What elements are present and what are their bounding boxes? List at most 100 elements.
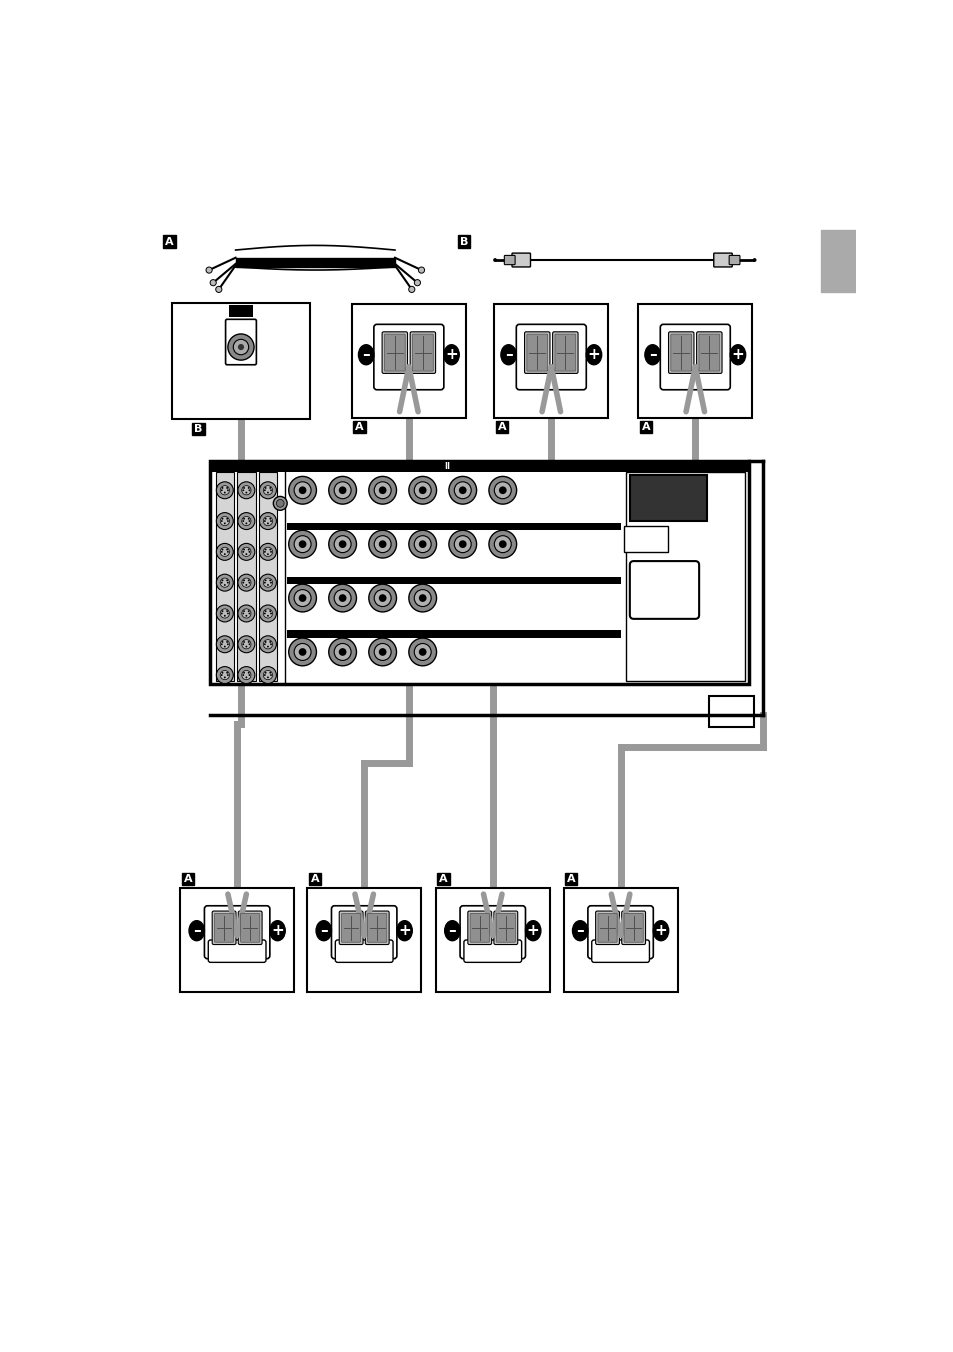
Bar	[625, 472, 744, 681]
Circle shape	[269, 610, 271, 612]
Circle shape	[294, 644, 311, 660]
Text: –: –	[576, 923, 583, 938]
Circle shape	[249, 675, 250, 676]
FancyBboxPatch shape	[659, 324, 729, 389]
Circle shape	[249, 489, 250, 491]
FancyBboxPatch shape	[496, 914, 515, 942]
Bar	[181, 872, 193, 886]
Circle shape	[249, 612, 250, 614]
Circle shape	[269, 487, 271, 489]
Bar	[258, 472, 277, 681]
Circle shape	[264, 610, 266, 612]
Circle shape	[274, 496, 287, 510]
Text: A: A	[311, 873, 319, 884]
Circle shape	[245, 492, 247, 493]
Bar	[496, 420, 508, 433]
Circle shape	[243, 641, 245, 642]
Circle shape	[454, 481, 471, 499]
Circle shape	[409, 476, 436, 504]
Circle shape	[224, 615, 226, 617]
Circle shape	[752, 258, 756, 262]
FancyBboxPatch shape	[214, 914, 233, 942]
Circle shape	[338, 648, 346, 656]
Text: –: –	[648, 347, 656, 362]
FancyBboxPatch shape	[212, 911, 235, 945]
Text: A: A	[641, 422, 650, 433]
FancyBboxPatch shape	[339, 911, 363, 945]
Text: +: +	[654, 923, 667, 938]
Text: +: +	[731, 347, 743, 362]
Circle shape	[221, 610, 223, 612]
Text: A: A	[497, 422, 506, 433]
Ellipse shape	[315, 921, 331, 941]
Circle shape	[449, 476, 476, 504]
FancyBboxPatch shape	[555, 334, 575, 370]
Circle shape	[259, 544, 276, 560]
Circle shape	[488, 530, 517, 558]
Circle shape	[216, 512, 233, 530]
Circle shape	[494, 535, 511, 553]
Circle shape	[374, 644, 391, 660]
Bar	[193, 422, 205, 435]
Circle shape	[289, 476, 316, 504]
Ellipse shape	[500, 345, 516, 365]
Bar	[353, 420, 365, 433]
FancyBboxPatch shape	[587, 906, 653, 959]
Text: +: +	[445, 347, 457, 362]
FancyBboxPatch shape	[629, 561, 699, 619]
Circle shape	[241, 516, 251, 526]
Circle shape	[334, 535, 351, 553]
Ellipse shape	[653, 921, 668, 941]
FancyBboxPatch shape	[524, 331, 549, 373]
Circle shape	[220, 608, 229, 618]
Text: –: –	[193, 923, 200, 938]
Bar	[180, 888, 294, 992]
Circle shape	[237, 667, 254, 684]
Circle shape	[264, 487, 266, 489]
Circle shape	[224, 646, 226, 648]
Circle shape	[378, 541, 386, 548]
Circle shape	[227, 675, 229, 676]
Text: –: –	[448, 923, 456, 938]
Circle shape	[241, 671, 251, 680]
Circle shape	[243, 580, 245, 581]
Circle shape	[264, 675, 266, 676]
Circle shape	[248, 610, 250, 612]
Circle shape	[374, 535, 391, 553]
FancyBboxPatch shape	[463, 940, 521, 963]
Text: –: –	[362, 347, 370, 362]
Circle shape	[298, 648, 306, 656]
Circle shape	[289, 638, 316, 665]
Circle shape	[458, 487, 466, 493]
Circle shape	[227, 581, 229, 584]
Circle shape	[224, 553, 226, 556]
Circle shape	[233, 339, 249, 354]
Circle shape	[264, 641, 266, 642]
Circle shape	[408, 287, 415, 292]
Ellipse shape	[586, 345, 601, 365]
Circle shape	[267, 553, 269, 556]
Bar	[237, 472, 255, 681]
Circle shape	[298, 595, 306, 602]
Circle shape	[243, 487, 245, 489]
Circle shape	[334, 481, 351, 499]
Circle shape	[249, 521, 250, 522]
Circle shape	[243, 518, 245, 519]
Circle shape	[241, 485, 251, 495]
Bar	[629, 475, 706, 521]
Circle shape	[276, 499, 284, 507]
Circle shape	[242, 581, 244, 584]
Circle shape	[264, 644, 266, 645]
Circle shape	[248, 672, 250, 673]
Circle shape	[248, 549, 250, 550]
Circle shape	[329, 584, 356, 612]
Circle shape	[378, 595, 386, 602]
Circle shape	[449, 530, 476, 558]
Circle shape	[267, 522, 269, 525]
Circle shape	[264, 489, 266, 491]
Circle shape	[374, 589, 391, 607]
Circle shape	[270, 675, 272, 676]
Circle shape	[414, 589, 431, 607]
FancyBboxPatch shape	[591, 940, 649, 963]
Circle shape	[237, 512, 254, 530]
